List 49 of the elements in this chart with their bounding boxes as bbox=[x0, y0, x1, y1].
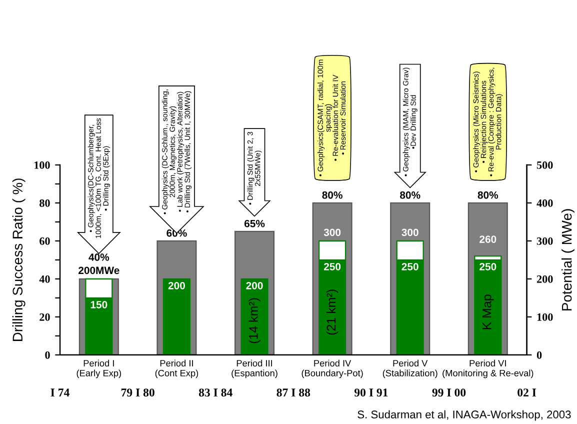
y-tick-label: 40 bbox=[39, 275, 50, 283]
annotation: 260 bbox=[480, 236, 496, 243]
y-tick-label: 80 bbox=[40, 199, 50, 207]
data-label: 150 bbox=[90, 300, 108, 308]
y2-tick-label: 0 bbox=[536, 351, 542, 359]
text: 02 I bbox=[518, 388, 536, 397]
text: 90 I 91 bbox=[354, 388, 388, 397]
annotation: (21 km²) bbox=[326, 290, 338, 335]
annotation: 200MWe bbox=[78, 266, 120, 274]
data-label: 200 bbox=[168, 282, 185, 290]
y-tick-label: 0 bbox=[45, 351, 50, 359]
y2-tick-label: 300 bbox=[536, 237, 553, 245]
data-label: 250 bbox=[324, 262, 341, 270]
bar bbox=[474, 259, 502, 355]
annotation: (14 km²) bbox=[248, 298, 260, 344]
data-label: 250 bbox=[480, 262, 496, 270]
y2-tick-label: 500 bbox=[536, 161, 553, 169]
bar bbox=[240, 278, 268, 355]
x-tick-label: Period III (Espantion) bbox=[232, 360, 278, 378]
y-tick-label: 20 bbox=[40, 313, 50, 321]
data-label: 80% bbox=[400, 191, 420, 199]
x-tick-label: Period I (Early Exp) bbox=[76, 360, 122, 378]
y-axis-title: Drilling Success Ratio ( %) bbox=[12, 178, 26, 341]
data-label: 250 bbox=[402, 262, 418, 270]
data-label: 80% bbox=[322, 191, 342, 199]
text: 83 I 84 bbox=[198, 388, 232, 397]
y-tick-label: 60 bbox=[40, 237, 50, 245]
annotation: K Map bbox=[482, 294, 494, 330]
y-tick-label: 100 bbox=[34, 161, 50, 169]
y2-tick-label: 400 bbox=[536, 199, 553, 207]
annotation: 300 bbox=[402, 228, 418, 236]
annotation: 300 bbox=[324, 228, 341, 236]
text: 99 I 00 bbox=[432, 388, 466, 397]
data-label: 40% bbox=[88, 254, 110, 261]
y2-tick-label: 200 bbox=[536, 275, 553, 283]
y2-tick-label: 100 bbox=[537, 313, 553, 321]
text: S. Sudarman et al, INAGA-Workshop, 2003 bbox=[358, 410, 571, 421]
bar bbox=[162, 278, 190, 355]
x-tick-label: Period II (Cont Exp) bbox=[155, 360, 198, 378]
data-label: 65% bbox=[244, 220, 265, 228]
text: 79 I 80 bbox=[121, 388, 154, 397]
x-tick-label: Period IV (Boundary-Pot) bbox=[302, 360, 363, 378]
text: 87 I 88 bbox=[276, 388, 310, 397]
text: I 74 bbox=[50, 388, 70, 396]
x-tick-label: Period VI (Monitoring & Re-eval) bbox=[442, 360, 534, 378]
y2-axis-title: Potential ( MWe) bbox=[562, 209, 574, 310]
data-label: 200 bbox=[246, 282, 263, 290]
data-label: 80% bbox=[478, 191, 498, 199]
x-tick-label: Period V (Stabilization) bbox=[382, 360, 438, 378]
